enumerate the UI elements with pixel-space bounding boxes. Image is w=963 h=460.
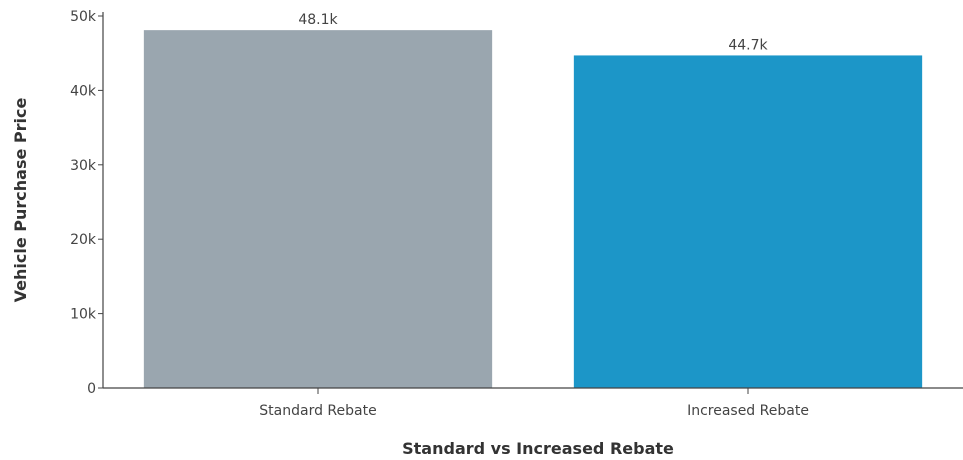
y-tick-label: 40k [70,83,97,99]
x-tick-label: Standard Rebate [259,403,376,419]
data-labels-layer: 48.1k 44.7k [298,12,768,53]
bar[interactable] [573,55,923,388]
x-axis-title: Standard vs Increased Rebate [402,439,674,458]
bar[interactable] [143,30,493,389]
x-tick-label: Increased Rebate [687,403,809,419]
y-tick-label: 0 [87,381,96,397]
y-tick-label: 30k [70,158,97,174]
data-label: 48.1k [298,12,338,28]
x-axis: Standard Rebate Increased Rebate [103,387,963,419]
y-axis: 0 10k 20k 30k 40k 50k [70,9,104,397]
data-label: 44.7k [728,37,768,53]
y-tick-label: 20k [70,232,97,248]
y-tick-label: 50k [70,9,97,25]
y-tick-label: 10k [70,307,97,323]
y-axis-title: Vehicle Purchase Price [11,98,30,303]
bars-layer [143,30,923,389]
